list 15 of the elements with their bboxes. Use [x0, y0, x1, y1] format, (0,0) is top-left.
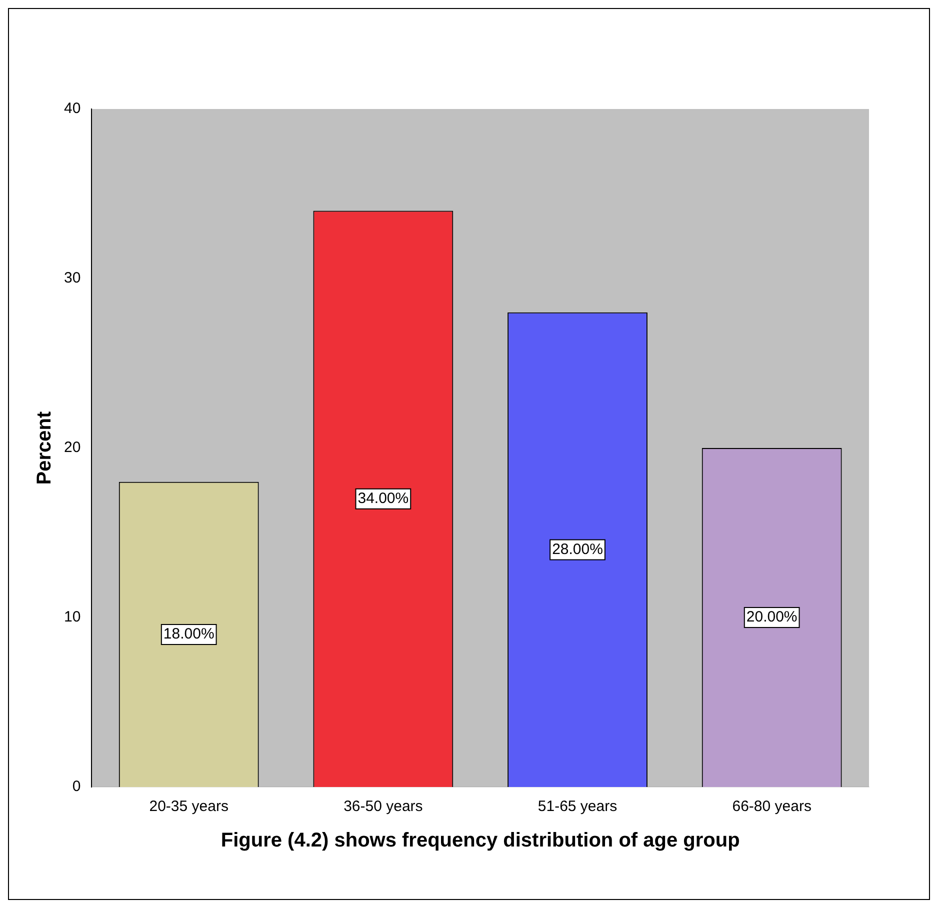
x-tick-label: 66-80 years [732, 798, 812, 816]
data-label: 18.00% [163, 626, 214, 643]
x-tick-label: 20-35 years [149, 798, 228, 816]
y-tick-label: 20 [64, 439, 81, 456]
x-axis-title: Figure (4.2) shows frequency distribution of age group [220, 830, 740, 852]
x-tick-label: 51-65 years [538, 798, 618, 816]
y-tick-label: 30 [64, 270, 81, 287]
y-tick-label: 0 [72, 778, 81, 796]
y-tick-label: 40 [64, 100, 81, 118]
y-tick-label: 10 [64, 608, 81, 626]
x-tick-label: 36-50 years [344, 798, 423, 816]
data-label: 34.00% [358, 490, 409, 507]
data-label: 28.00% [552, 540, 603, 558]
y-axis-title: Percent [34, 410, 56, 485]
data-label: 20.00% [746, 608, 798, 626]
